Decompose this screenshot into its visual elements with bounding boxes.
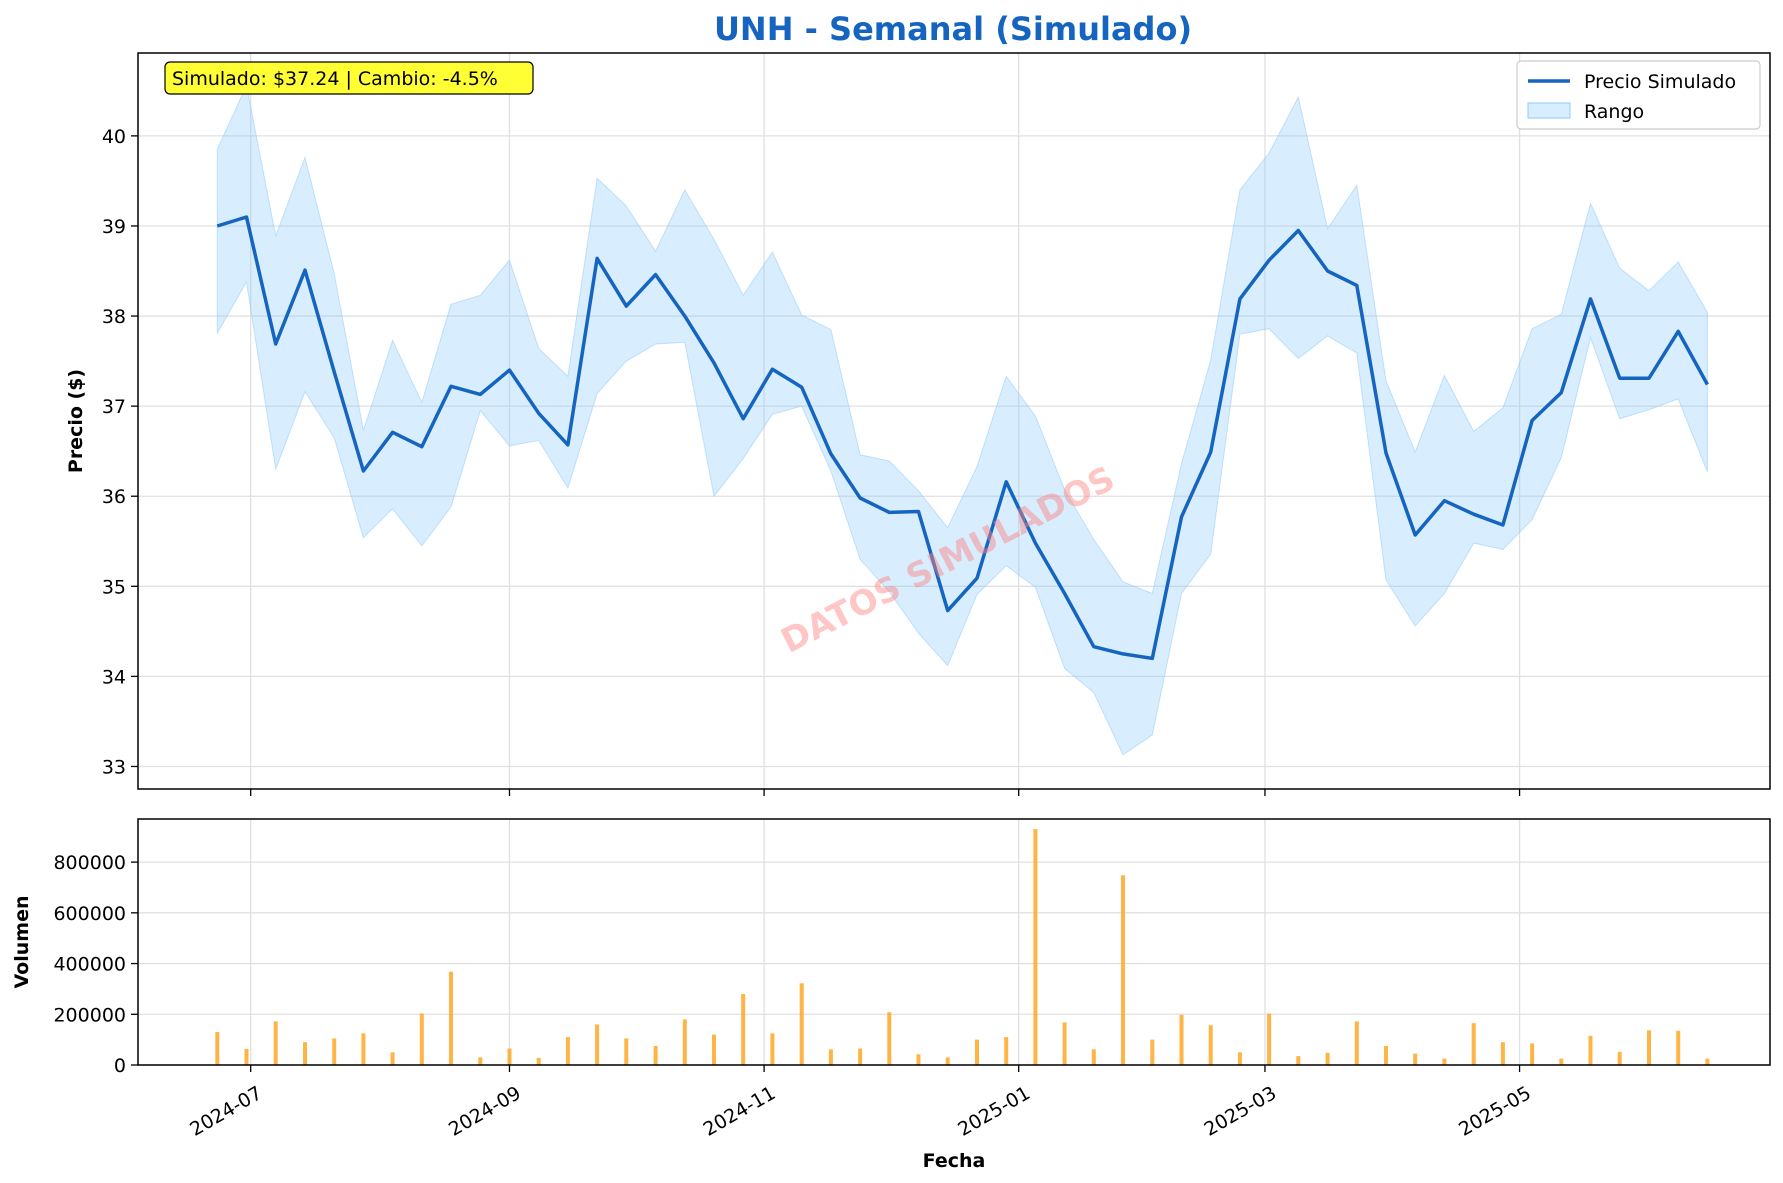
volume-bar [1237, 1052, 1242, 1065]
price-y-tick-label: 34 [102, 666, 126, 688]
volume-bar [858, 1048, 863, 1065]
price-y-tick-label: 38 [102, 306, 126, 328]
price-y-axis-label: Precio ($) [65, 369, 87, 473]
volume-bar [1033, 829, 1038, 1065]
volume-bar [449, 971, 453, 1065]
volume-bar [770, 1033, 775, 1065]
volume-bar [828, 1049, 833, 1065]
price-y-tick-label: 37 [102, 396, 126, 418]
volume-bar [1559, 1058, 1564, 1065]
price-y-tick-label: 33 [102, 756, 126, 778]
volume-x-ticks: 2024-07 2024-09 2024-11 2025-01 2025-03 2025-… [186, 1065, 1535, 1141]
volume-bar [1530, 1043, 1535, 1065]
volume-bar [682, 1019, 687, 1065]
volume-y-axis-label: Volumen [11, 896, 33, 989]
price-y-tick-label: 40 [102, 126, 126, 148]
volume-y-tick-label: 600000 [53, 903, 126, 925]
volume-bar [1705, 1058, 1710, 1065]
volume-y-ticks: 0 200000 400000 600000 800000 [53, 852, 138, 1077]
legend: Precio Simulado Rango [1516, 60, 1761, 130]
volume-grid [138, 819, 1770, 1066]
volume-x-tick-label: 2025-01 [954, 1082, 1034, 1141]
volume-bar [1647, 1030, 1651, 1065]
price-grid [138, 53, 1770, 789]
annotation-text: Simulado: $37.24 | Cambio: -4.5% [172, 68, 498, 90]
volume-bar [244, 1049, 249, 1065]
volume-bar [1179, 1014, 1184, 1065]
volume-bar [595, 1024, 600, 1065]
price-panel-frame [137, 52, 1771, 790]
volume-bar [1121, 875, 1125, 1065]
volume-bar [332, 1038, 337, 1065]
volume-bar [536, 1057, 541, 1065]
volume-bar [361, 1033, 366, 1065]
volume-bar [741, 994, 746, 1065]
volume-bar [1208, 1025, 1213, 1065]
volume-bar [887, 1012, 892, 1065]
volume-panel-frame [137, 818, 1771, 1066]
volume-bar [1150, 1039, 1155, 1065]
volume-bar [1267, 1013, 1272, 1065]
volume-bar [624, 1038, 629, 1065]
volume-bar [507, 1048, 512, 1065]
volume-x-tick-label: 2025-03 [1200, 1082, 1280, 1141]
legend-box [1516, 60, 1761, 130]
price-y-tick-label: 39 [102, 216, 126, 238]
volume-bar [1004, 1037, 1009, 1065]
legend-label-price: Precio Simulado [1584, 71, 1736, 93]
volume-bar [478, 1057, 483, 1065]
volume-bar [419, 1013, 424, 1065]
volume-bar [1676, 1030, 1681, 1065]
price-x-ticks [250, 789, 1521, 796]
volume-bar [1588, 1035, 1593, 1065]
volume-bar [1325, 1052, 1330, 1065]
volume-x-tick-label: 2024-11 [700, 1082, 780, 1141]
volume-bar [390, 1052, 395, 1065]
legend-label-range: Rango [1584, 101, 1644, 123]
volume-bar [1384, 1046, 1388, 1065]
volume-x-tick-label: 2025-05 [1455, 1082, 1535, 1141]
volume-bar [712, 1034, 716, 1065]
volume-bar [1471, 1023, 1476, 1065]
volume-bar [1091, 1049, 1096, 1065]
range-band [216, 83, 1708, 756]
volume-bar [653, 1046, 658, 1065]
volume-bar [1413, 1053, 1418, 1065]
volume-bar [1617, 1051, 1622, 1065]
volume-x-tick-label: 2024-09 [445, 1082, 525, 1141]
volume-x-axis-label: Fecha [923, 1150, 986, 1172]
volume-bar [799, 983, 804, 1065]
price-y-tick-label: 36 [102, 486, 126, 508]
volume-bar [975, 1039, 979, 1065]
price-y-ticks: 33 34 35 36 37 38 39 40 [102, 126, 138, 778]
price-annotation: Simulado: $37.24 | Cambio: -4.5% [164, 61, 534, 95]
volume-bar [273, 1021, 278, 1065]
annotation-box [164, 61, 534, 95]
volume-y-tick-label: 200000 [53, 1004, 126, 1026]
volume-bar [303, 1042, 307, 1065]
volume-bar [1442, 1058, 1447, 1065]
volume-bar [1062, 1022, 1067, 1065]
volume-x-tick-label: 2024-07 [186, 1082, 266, 1141]
price-line [216, 215, 1709, 661]
volume-panel: 0 200000 400000 600000 800000 2024-07 2024-09… [11, 818, 1771, 1172]
volume-bar [215, 1032, 220, 1065]
volume-bar [1354, 1021, 1359, 1065]
legend-swatch-range [1527, 102, 1571, 119]
volume-y-tick-label: 400000 [53, 954, 126, 976]
volume-bar [916, 1054, 921, 1065]
volume-bar [1500, 1042, 1505, 1065]
price-y-tick-label: 35 [102, 576, 126, 598]
volume-y-tick-label: 800000 [53, 852, 126, 874]
volume-bar [565, 1037, 570, 1065]
volume-bar [1296, 1056, 1301, 1065]
volume-y-tick-label: 0 [114, 1055, 126, 1077]
chart-title: UNH - Semanal (Simulado) [714, 10, 1192, 48]
volume-bar [945, 1057, 950, 1065]
volume-bars [215, 829, 1710, 1065]
